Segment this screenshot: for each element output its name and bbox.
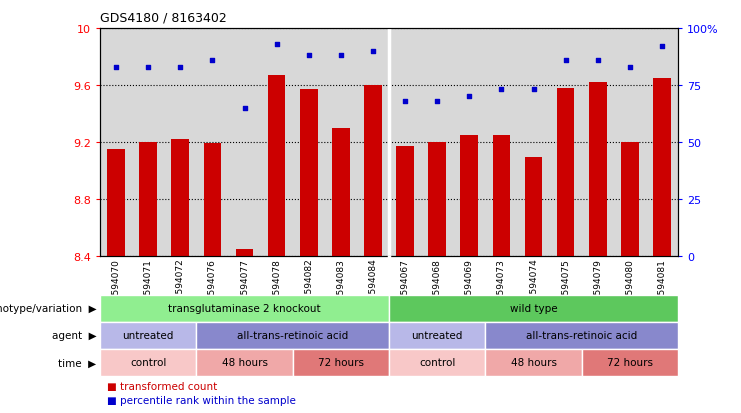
Text: all-trans-retinoic acid: all-trans-retinoic acid (526, 330, 637, 341)
Point (367, 48, 379, 55)
Text: ■ transformed count: ■ transformed count (107, 381, 218, 391)
Point (463, 94, 475, 100)
Bar (268, 76, 285, 256)
Bar (171, 140, 189, 256)
Text: GSM594076: GSM594076 (208, 258, 217, 313)
Text: GSM594073: GSM594073 (497, 258, 506, 313)
Text: GSM594074: GSM594074 (529, 258, 538, 313)
Bar (621, 142, 639, 256)
Point (399, 98, 411, 105)
Point (592, 57, 604, 64)
Point (303, 53, 315, 59)
Bar (139, 142, 157, 256)
Point (174, 64, 186, 71)
Text: 72 hours: 72 hours (318, 357, 364, 368)
Text: GSM594083: GSM594083 (336, 258, 345, 313)
Text: GSM594071: GSM594071 (144, 258, 153, 313)
Text: GSM594084: GSM594084 (368, 258, 377, 313)
Bar (493, 135, 511, 256)
Text: untreated: untreated (122, 330, 174, 341)
Bar (300, 90, 318, 256)
Text: agent  ▶: agent ▶ (52, 330, 96, 341)
Point (559, 57, 571, 64)
Point (142, 64, 154, 71)
Text: genotype/variation  ▶: genotype/variation ▶ (0, 304, 96, 314)
Text: GDS4180 / 8163402: GDS4180 / 8163402 (100, 12, 227, 25)
Text: ■ percentile rank within the sample: ■ percentile rank within the sample (107, 395, 296, 405)
Text: all-trans-retinoic acid: all-trans-retinoic acid (237, 330, 348, 341)
Point (110, 64, 122, 71)
Text: GSM594079: GSM594079 (594, 258, 602, 313)
Point (528, 87, 539, 93)
Text: 72 hours: 72 hours (607, 357, 653, 368)
Text: control: control (419, 357, 456, 368)
Bar (107, 150, 125, 256)
Bar (332, 128, 350, 256)
Bar (204, 144, 222, 256)
Text: wild type: wild type (510, 304, 557, 314)
Text: GSM594082: GSM594082 (305, 258, 313, 313)
Text: GSM594072: GSM594072 (176, 258, 185, 313)
Text: GSM594081: GSM594081 (657, 258, 666, 313)
Point (207, 57, 219, 64)
Point (270, 41, 282, 48)
Text: control: control (130, 357, 167, 368)
Text: GSM594070: GSM594070 (112, 258, 121, 313)
Point (431, 98, 443, 105)
Text: GSM594078: GSM594078 (272, 258, 281, 313)
Bar (460, 135, 478, 256)
Point (496, 87, 508, 93)
Text: GSM594067: GSM594067 (401, 258, 410, 313)
Point (656, 44, 668, 50)
Bar (364, 85, 382, 256)
Bar (589, 83, 607, 256)
Text: GSM594075: GSM594075 (561, 258, 570, 313)
Point (624, 64, 636, 71)
Point (239, 105, 250, 112)
Bar (556, 88, 574, 256)
Text: 48 hours: 48 hours (222, 357, 268, 368)
Bar (428, 142, 446, 256)
Text: 48 hours: 48 hours (511, 357, 556, 368)
Bar (236, 249, 253, 256)
Text: time  ▶: time ▶ (59, 357, 96, 368)
Bar (653, 78, 671, 256)
Text: untreated: untreated (411, 330, 463, 341)
Text: GSM594068: GSM594068 (433, 258, 442, 313)
Text: GSM594069: GSM594069 (465, 258, 473, 313)
Bar (396, 147, 414, 256)
Text: GSM594080: GSM594080 (625, 258, 634, 313)
Point (335, 53, 347, 59)
Bar (525, 158, 542, 256)
Text: transglutaminase 2 knockout: transglutaminase 2 knockout (168, 304, 321, 314)
Text: GSM594077: GSM594077 (240, 258, 249, 313)
